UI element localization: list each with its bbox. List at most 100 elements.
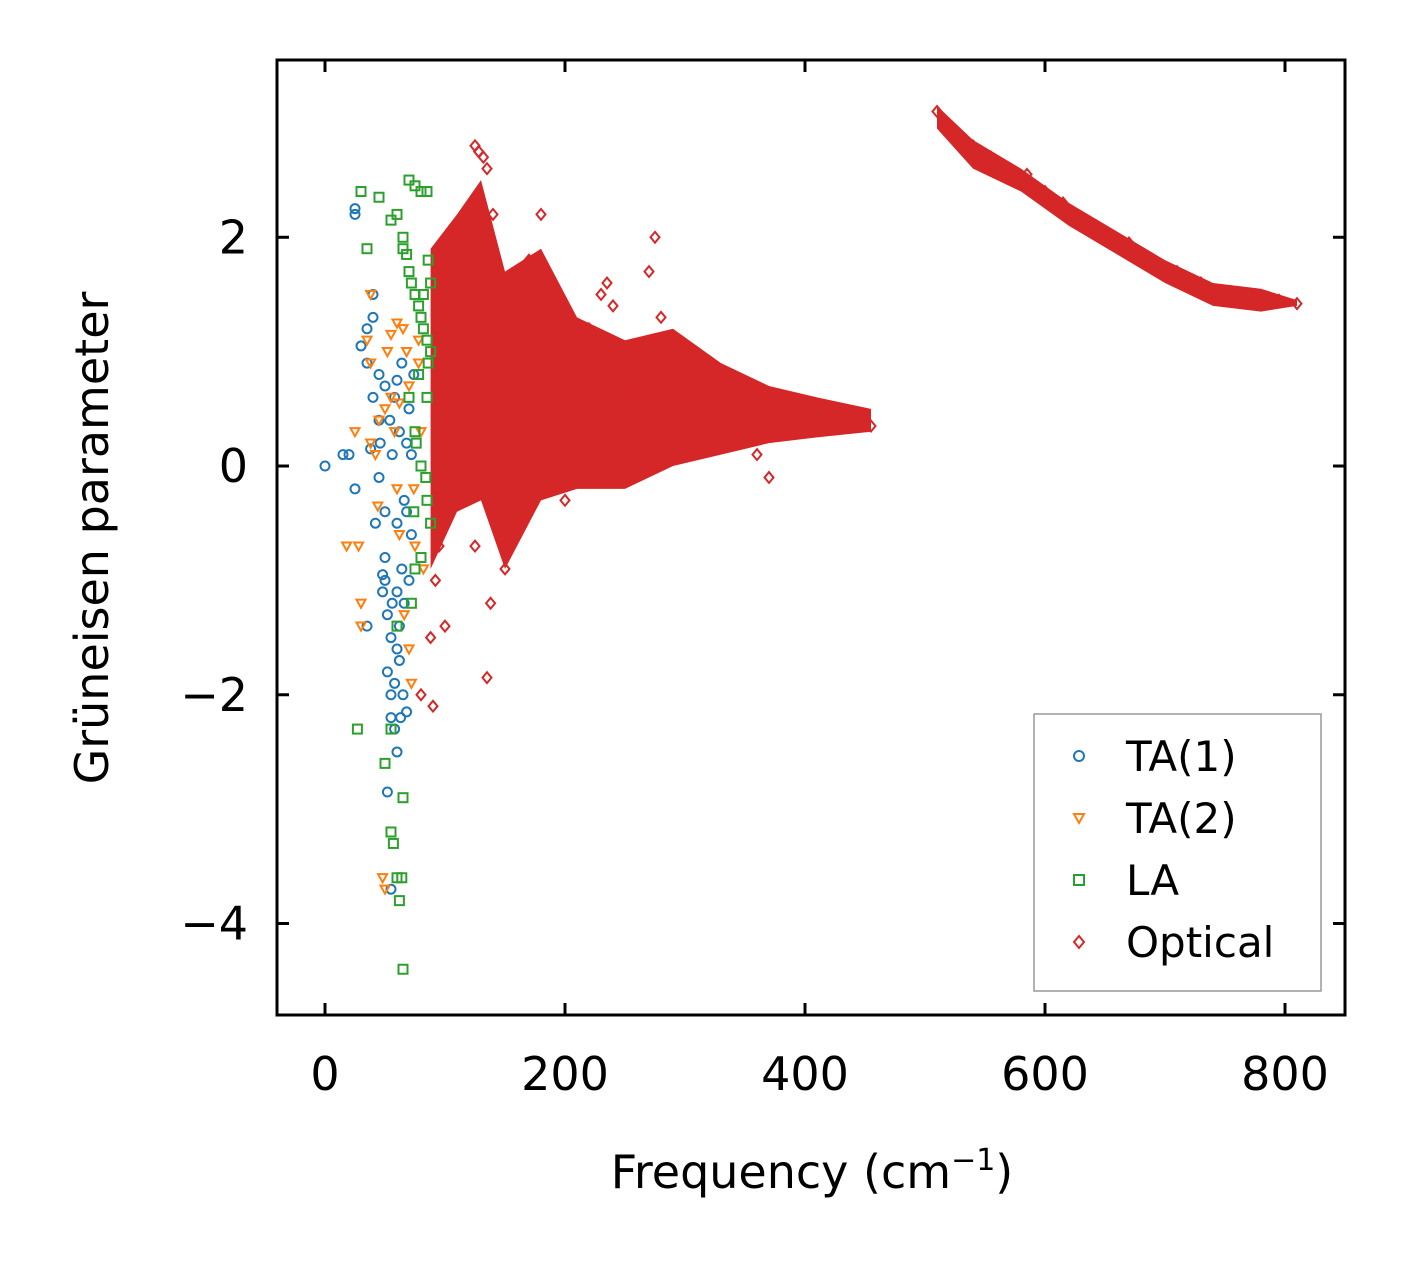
- ta2-point: [405, 678, 418, 690]
- ta1-point: [381, 666, 393, 678]
- ta1-point: [391, 586, 403, 598]
- la-point: [403, 174, 415, 186]
- ta2-point: [402, 381, 416, 393]
- optical-point: [541, 298, 553, 313]
- ta1-point: [365, 443, 377, 455]
- ta1-point: [373, 471, 385, 483]
- ta1-point: [393, 654, 405, 666]
- ta1-point: [369, 517, 381, 529]
- ta1-point: [389, 677, 401, 689]
- optical-point: [529, 287, 541, 302]
- ta2-point: [369, 449, 382, 462]
- la-point: [408, 506, 420, 518]
- ta2-point: [412, 335, 425, 347]
- ta2-point: [414, 427, 428, 439]
- ta2-point: [348, 427, 362, 439]
- optical-point: [559, 493, 571, 508]
- la-point: [413, 369, 425, 381]
- legend-marker-ta2: [1072, 813, 1086, 826]
- ta1-point: [349, 203, 361, 215]
- la-point: [351, 723, 363, 735]
- legend-marker-optical: [1072, 934, 1086, 950]
- la-point: [361, 243, 373, 255]
- ta2-point: [378, 404, 392, 416]
- optical-point: [763, 470, 775, 485]
- ta2-point: [381, 347, 394, 359]
- optical-point: [799, 413, 811, 428]
- optical-point: [643, 264, 655, 279]
- legend-marker-la: [1073, 874, 1085, 886]
- ta2-point: [398, 610, 411, 622]
- ta1-point: [401, 506, 413, 518]
- optical-point: [937, 115, 949, 130]
- legend: TA(1) TA(2) LA Optical: [1033, 713, 1322, 992]
- ta2-point: [393, 398, 406, 410]
- optical-point: [823, 407, 835, 422]
- la-point: [355, 186, 367, 198]
- ta1-point: [393, 620, 405, 632]
- la-point: [415, 460, 427, 472]
- optical-point: [477, 150, 490, 165]
- optical-point: [607, 298, 619, 313]
- ta2-point: [384, 392, 398, 404]
- ta1-point: [379, 506, 391, 518]
- ta1-point: [391, 517, 403, 529]
- optical-point: [1039, 184, 1051, 199]
- ta1-point: [337, 449, 349, 461]
- optical-point: [727, 424, 739, 439]
- optical-point: [439, 619, 451, 634]
- optical-point: [499, 561, 511, 576]
- legend-label-ta1: TA(1): [1125, 732, 1237, 781]
- ta1-point: [379, 574, 391, 586]
- la-point: [401, 248, 413, 260]
- ta2-point: [364, 438, 377, 450]
- optical-point: [463, 321, 475, 336]
- ta1-point: [381, 786, 393, 798]
- ta1-point: [379, 380, 391, 392]
- ta2-point: [376, 873, 389, 885]
- optical-point: [595, 287, 607, 302]
- ta2-point: [352, 541, 365, 553]
- optical-point: [1255, 293, 1267, 308]
- la-point: [391, 208, 403, 220]
- ta2-point: [360, 335, 374, 347]
- optical-point: [511, 413, 523, 428]
- ta2-point: [384, 329, 398, 342]
- x-tick-label: 200: [521, 1047, 609, 1101]
- la-point: [393, 895, 405, 907]
- optical-point: [847, 407, 859, 422]
- ta1-point: [391, 374, 403, 386]
- optical-point: [484, 596, 497, 611]
- ta1-point: [385, 689, 397, 701]
- la-point: [425, 346, 437, 358]
- x-axis-label-sup: −1: [951, 1143, 995, 1178]
- optical-point: [967, 138, 979, 153]
- optical-point: [1273, 293, 1285, 308]
- optical-point: [553, 436, 565, 451]
- ta2-point: [372, 415, 386, 427]
- optical-point: [517, 321, 529, 336]
- ta2-point: [390, 484, 404, 496]
- ta1-point: [379, 552, 391, 564]
- ta2-point: [408, 541, 422, 553]
- ta1-point: [355, 340, 367, 352]
- optical-point: [739, 413, 751, 428]
- y-tick-label: 0: [219, 439, 248, 493]
- optical-point: [601, 276, 613, 290]
- optical-point: [655, 310, 667, 325]
- la-point: [417, 288, 429, 300]
- optical-dense-band-1: [430, 180, 871, 569]
- ta1-point: [349, 483, 361, 495]
- optical-point: [949, 127, 961, 142]
- optical-point: [429, 573, 442, 588]
- x-tick-label: 800: [1241, 1047, 1329, 1101]
- ta1-point: [403, 403, 415, 415]
- optical-point: [1291, 296, 1303, 311]
- la-point: [409, 563, 421, 575]
- la-point: [385, 723, 397, 735]
- ta2-point: [354, 621, 368, 633]
- legend-label-optical: Optical: [1126, 918, 1274, 967]
- ta2-point: [378, 884, 392, 896]
- optical-point: [1123, 236, 1135, 250]
